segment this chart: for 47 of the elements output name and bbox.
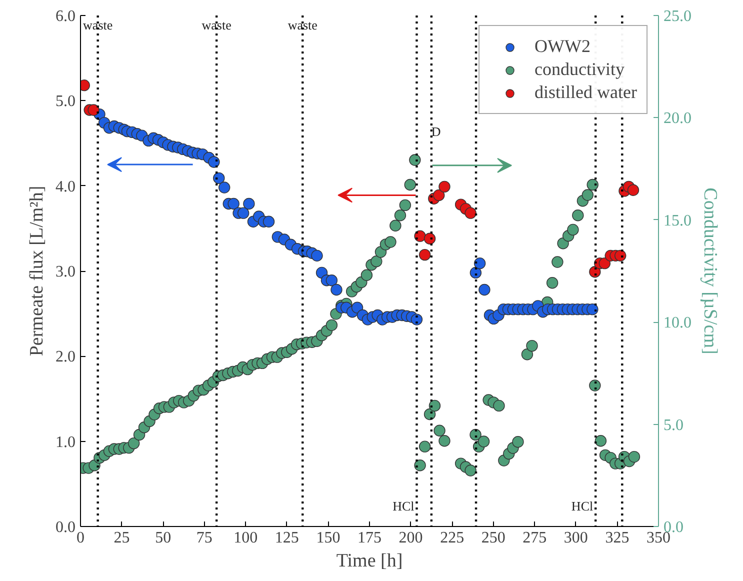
y-tick-label: 1.0 — [56, 434, 76, 451]
x-tick-label: 150 — [316, 530, 340, 546]
x-axis-title: Time [h] — [336, 550, 403, 572]
annotation: waste — [202, 18, 232, 33]
x-tick-label: 175 — [358, 530, 382, 546]
point — [418, 248, 431, 261]
point — [627, 184, 640, 196]
y-tick-label: 3.0 — [56, 264, 76, 280]
point — [438, 180, 450, 193]
y-tick-label: 4.0 — [56, 178, 76, 196]
y2-tick-label: 25.0 — [664, 8, 692, 25]
x-tick-label: 250 — [481, 530, 506, 546]
y2-tick-label: 10.0 — [664, 314, 692, 332]
x-tick-label: 325 — [605, 530, 630, 546]
y2-tick-label: 20.0 — [664, 110, 692, 128]
y-tick-label: 2.0 — [56, 348, 76, 366]
x-tick-label: 200 — [398, 530, 423, 546]
x-tick-label: 75 — [196, 530, 212, 546]
annotation: HCl — [392, 498, 415, 514]
y-tick-label: 0.0 — [56, 519, 76, 536]
x-tick-label: 225 — [440, 530, 464, 546]
legend-label: distilled water — [534, 82, 637, 103]
x-tick-label: 100 — [234, 530, 258, 546]
x-tick-label: 125 — [274, 530, 299, 546]
point — [433, 189, 445, 202]
annotation: waste — [83, 18, 113, 33]
annotation: D — [431, 124, 441, 139]
x-tick-label: 25 — [114, 530, 130, 546]
x-tick-label: 275 — [522, 530, 547, 546]
x-tick-label: 0 — [76, 530, 84, 546]
legend-label: OWW2 — [534, 36, 590, 57]
annotation: HCl — [571, 498, 594, 514]
y2-tick-label: 15.0 — [664, 212, 692, 230]
y2-axis-title: Conductivity [µS/cm] — [700, 188, 720, 354]
point — [598, 257, 611, 270]
legend-label: conductivity — [534, 59, 624, 80]
y-tick-label: 5.0 — [56, 93, 76, 110]
y-tick-label: 6.0 — [56, 8, 76, 25]
point — [88, 104, 100, 116]
point — [614, 250, 626, 262]
y-axis-title: Permeate flux [L/m²h] — [26, 186, 48, 356]
annotation: waste — [288, 18, 318, 33]
x-tick-label: 50 — [155, 530, 172, 546]
x-tick-label: 300 — [564, 530, 588, 546]
point — [424, 232, 436, 244]
point — [464, 207, 476, 219]
y2-tick-label: 5.0 — [664, 416, 684, 434]
